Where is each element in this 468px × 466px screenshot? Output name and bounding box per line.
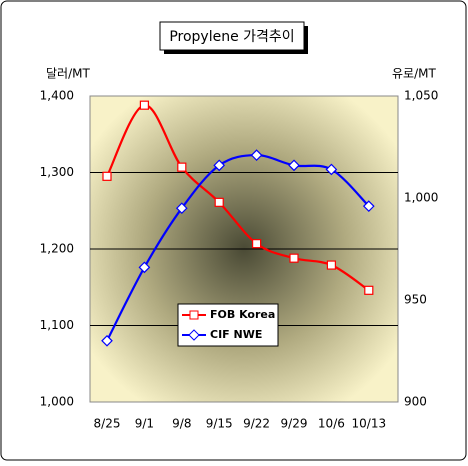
point bbox=[214, 197, 224, 207]
x-tick-label: 10/6 bbox=[318, 417, 345, 431]
y-tick-label: 1,300 bbox=[40, 165, 74, 179]
y2-tick-label: 1,000 bbox=[404, 191, 438, 205]
x-tick-label: 8/25 bbox=[94, 417, 121, 431]
x-tick-label: 9/15 bbox=[206, 417, 233, 431]
y-tick-label: 1,400 bbox=[40, 89, 74, 103]
y-tick-label: 1,100 bbox=[40, 318, 74, 332]
point bbox=[289, 253, 299, 263]
point bbox=[288, 159, 300, 172]
x-tick-label: 9/1 bbox=[135, 417, 154, 431]
point bbox=[139, 100, 149, 110]
point bbox=[364, 285, 374, 295]
point bbox=[177, 162, 187, 172]
point bbox=[213, 159, 226, 172]
point bbox=[325, 163, 338, 176]
y-axis-label: 달러/MT bbox=[46, 67, 90, 81]
y2-tick-label: 900 bbox=[404, 395, 427, 409]
legend-marker bbox=[189, 310, 199, 320]
point bbox=[102, 171, 112, 181]
legend-marker bbox=[188, 329, 200, 341]
legend-label: CIF NWE bbox=[210, 328, 262, 341]
y2-tick-label: 950 bbox=[404, 293, 427, 307]
x-tick-label: 9/29 bbox=[281, 417, 308, 431]
point bbox=[175, 202, 188, 215]
point bbox=[138, 261, 151, 274]
y-tick-label: 1,200 bbox=[40, 242, 74, 256]
point bbox=[252, 239, 262, 249]
x-tick-label: 9/8 bbox=[172, 417, 191, 431]
x-tick-label: 9/22 bbox=[243, 417, 270, 431]
point bbox=[250, 149, 263, 162]
y2-axis-label: 유로/MT bbox=[392, 67, 436, 81]
title-box bbox=[159, 21, 305, 51]
chart-title: Propylene 가격추이 bbox=[169, 29, 294, 45]
legend-label: FOB Korea bbox=[210, 308, 275, 321]
point bbox=[101, 334, 113, 347]
y-tick-label: 1,000 bbox=[40, 395, 74, 409]
y2-tick-label: 1,050 bbox=[404, 89, 438, 103]
point bbox=[362, 200, 375, 213]
point bbox=[326, 260, 336, 270]
x-tick-label: 10/13 bbox=[352, 417, 387, 431]
